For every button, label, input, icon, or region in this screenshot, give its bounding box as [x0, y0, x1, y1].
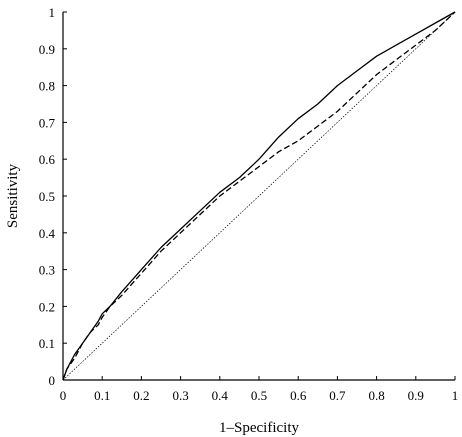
x-tick-label: 0.5	[251, 388, 267, 403]
x-tick-label: 0.9	[408, 388, 424, 403]
y-tick-label: 1	[49, 5, 56, 20]
y-tick-label: 0.9	[39, 42, 55, 57]
y-tick-label: 0.5	[39, 189, 55, 204]
series-line-dotted	[62, 11, 456, 381]
ticks: 0 0.1 0.2 0.3 0.4 0.5 0.6 0.7 0.8 0.9 1 0 0.1 0.2 0.3 0…	[39, 5, 459, 403]
y-tick-label: 0.7	[39, 115, 56, 130]
series	[62, 11, 456, 381]
x-tick-label: 0.2	[133, 388, 149, 403]
y-tick-label: 0.2	[39, 299, 55, 314]
y-tick-label: 0.8	[39, 79, 55, 94]
x-axis-title: 1–Specificity	[219, 420, 299, 436]
x-tick-label: 0.4	[212, 388, 229, 403]
y-tick-label: 0.4	[39, 226, 56, 241]
x-tick-label: 0.6	[290, 388, 307, 403]
x-tick-label: 1	[452, 388, 459, 403]
series-line-dashed	[62, 11, 456, 381]
x-tick-label: 0.1	[94, 388, 110, 403]
y-axis-title: Sensitivity	[5, 163, 21, 228]
x-tick-label: 0	[60, 388, 67, 403]
y-tick-label: 0	[49, 373, 56, 388]
x-tick-label: 0.7	[329, 388, 346, 403]
y-tick-label: 0.3	[39, 263, 55, 278]
x-tick-label: 0.8	[368, 388, 384, 403]
y-tick-label: 0.6	[39, 152, 56, 167]
x-tick-label: 0.3	[172, 388, 188, 403]
y-tick-label: 0.1	[39, 336, 55, 351]
